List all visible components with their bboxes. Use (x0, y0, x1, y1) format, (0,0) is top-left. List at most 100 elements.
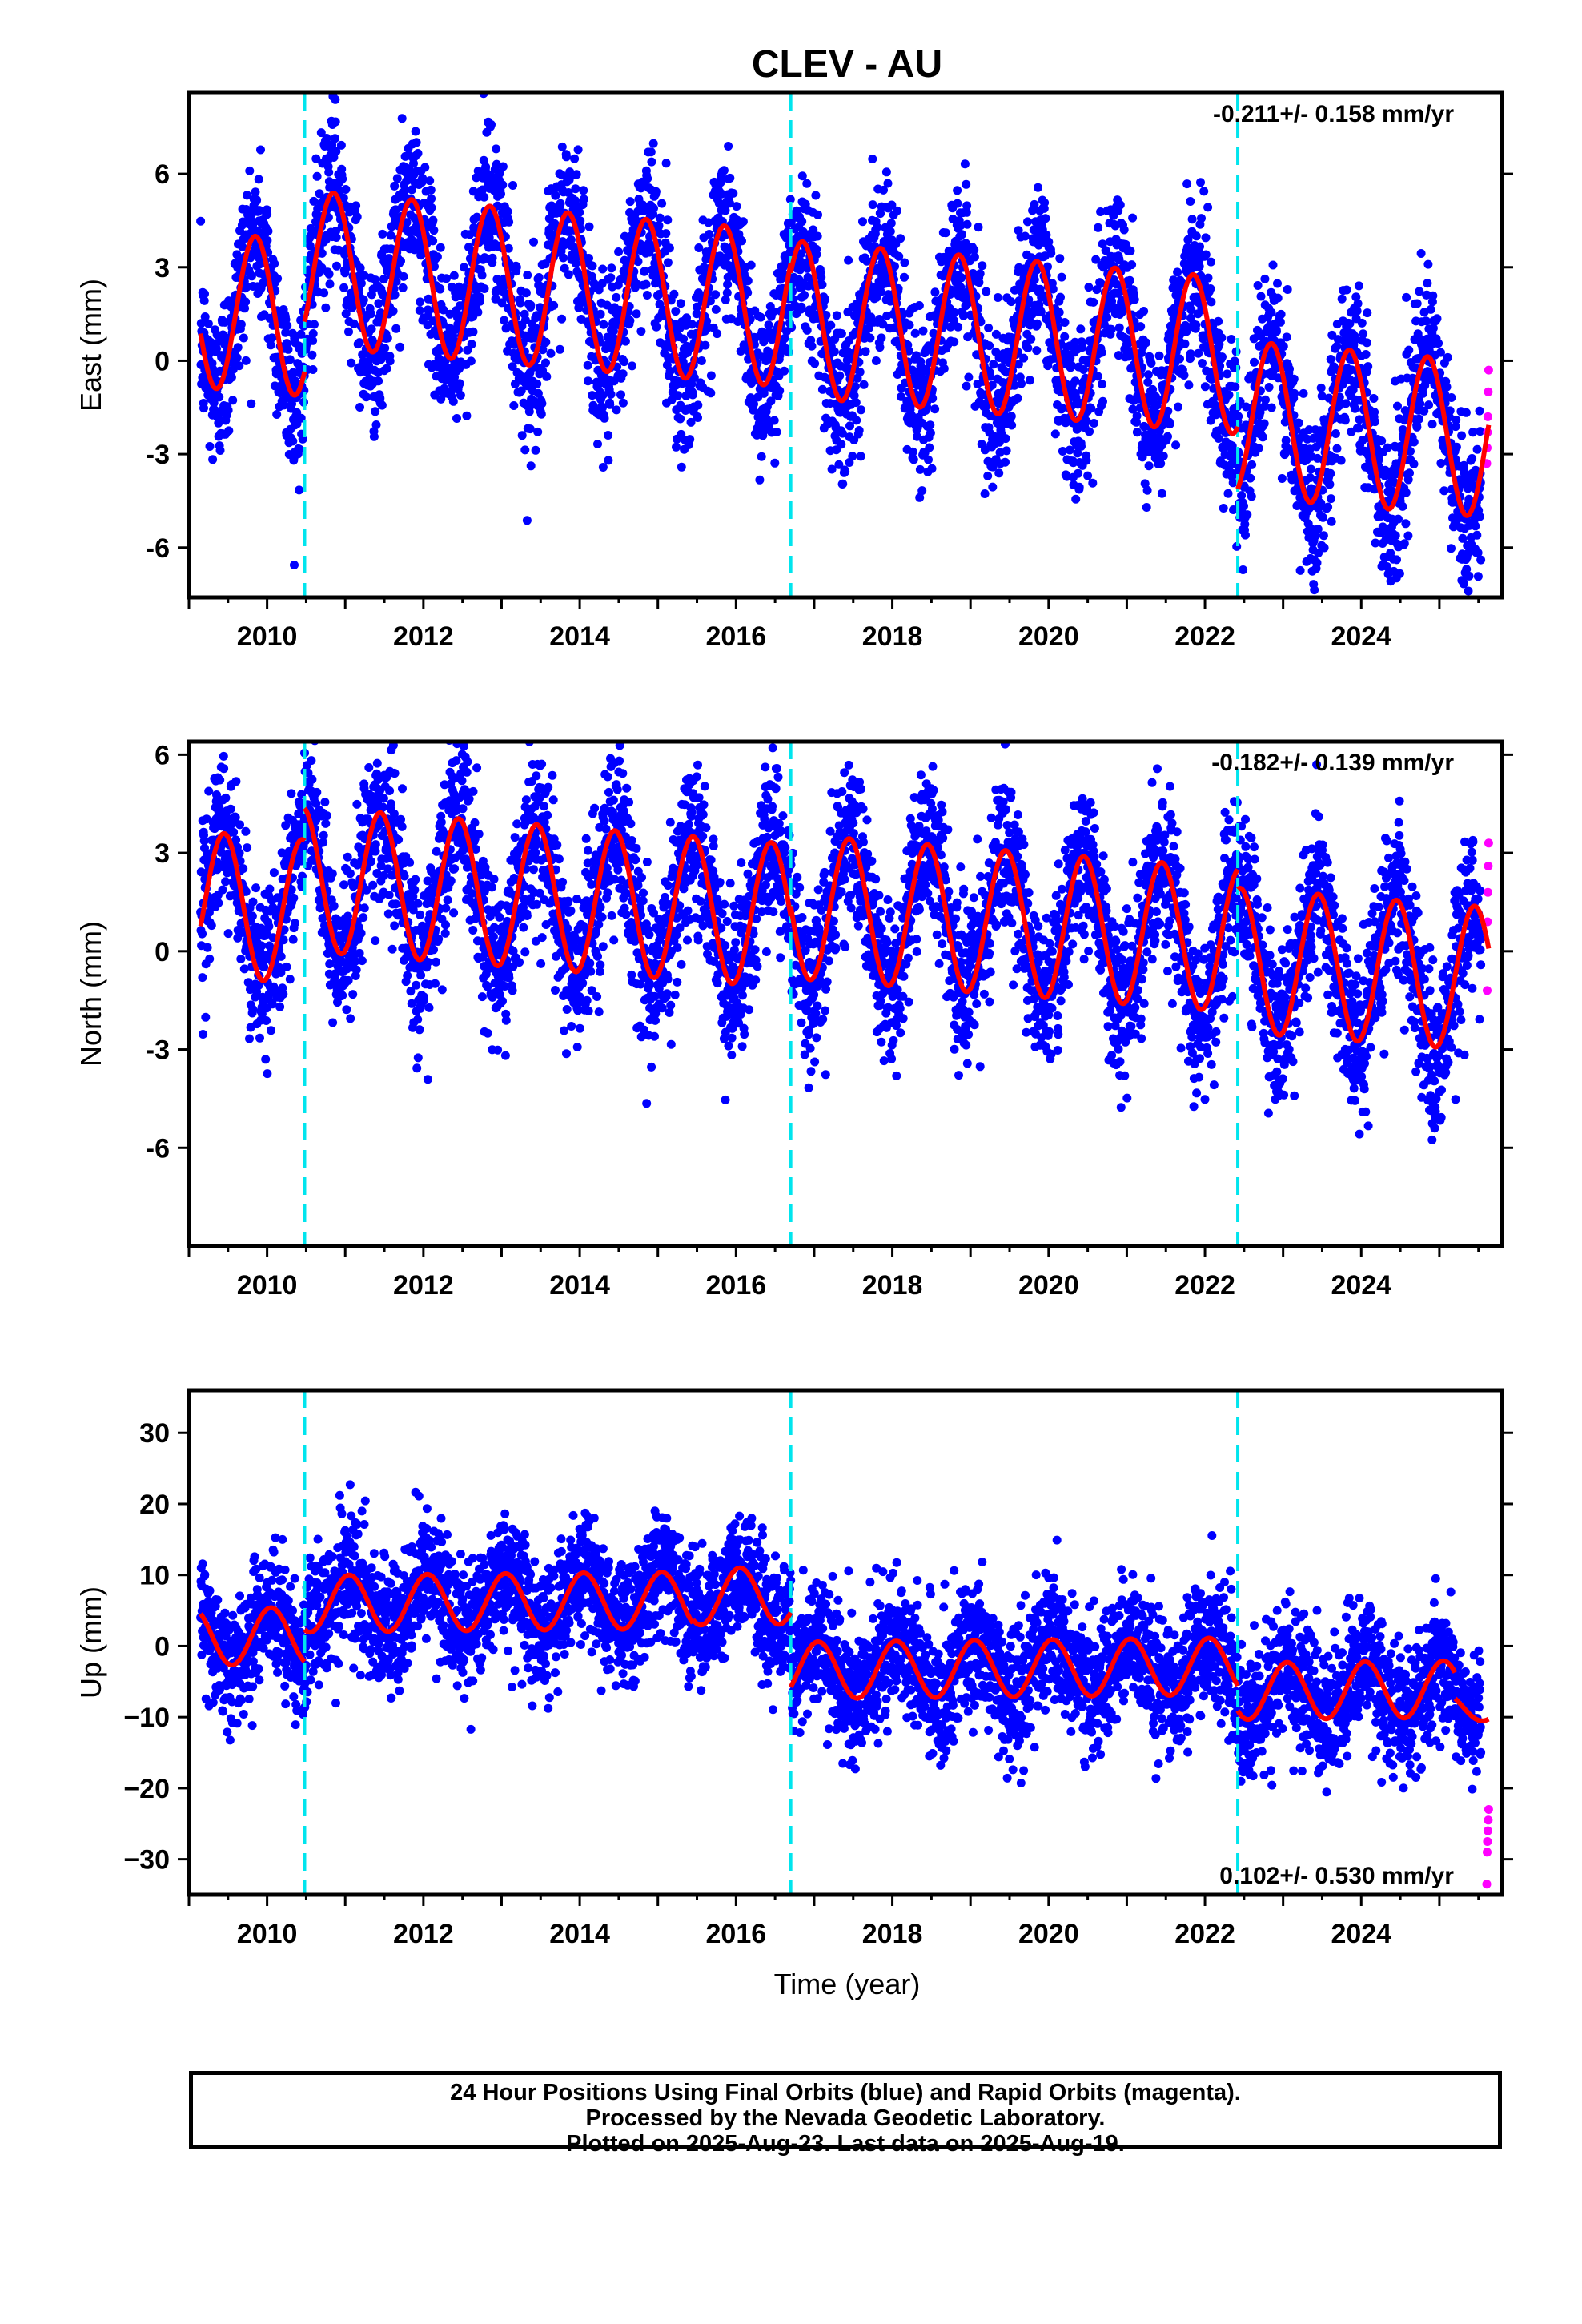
east-data-point (769, 416, 779, 425)
east-data-point (430, 262, 439, 271)
east-data-point (633, 257, 643, 267)
east-data-point (746, 260, 756, 270)
east-data-point (1088, 478, 1098, 488)
north-final-orbit-points (196, 742, 1493, 1144)
east-data-point (939, 364, 949, 373)
east-data-point (212, 344, 221, 353)
east-data-point (667, 395, 677, 404)
east-x-tick-label: 2024 (1331, 621, 1391, 652)
east-data-point (1357, 318, 1367, 328)
east-data-point (254, 175, 263, 184)
east-data-point (362, 392, 371, 402)
east-data-point (1272, 327, 1281, 336)
east-data-point (663, 258, 673, 267)
east-y-tick-label: -3 (146, 440, 170, 470)
east-data-point (1026, 334, 1036, 344)
east-data-point (797, 171, 807, 181)
east-data-point (677, 462, 686, 472)
east-data-point (396, 256, 405, 266)
east-data-point (273, 274, 283, 283)
east-data-point (374, 376, 383, 386)
east-data-point (331, 94, 340, 104)
east-data-point (1434, 339, 1443, 348)
east-data-point (270, 259, 279, 268)
east-data-point (1316, 383, 1326, 392)
east-data-point (390, 181, 400, 191)
east-data-point (316, 128, 326, 138)
east-data-point (503, 207, 512, 216)
east-data-point (1412, 422, 1422, 432)
east-data-point (1464, 586, 1473, 596)
east-data-point (1143, 370, 1153, 380)
east-data-point (263, 227, 273, 236)
east-data-point (1370, 408, 1379, 417)
east-data-point (287, 399, 296, 408)
east-data-point (416, 297, 425, 307)
east-data-point (1142, 485, 1152, 495)
east-data-point (649, 203, 658, 213)
east-data-point (556, 199, 565, 208)
east-data-point (669, 289, 679, 299)
east-y-tick-label: -6 (146, 533, 170, 564)
east-data-point (290, 561, 299, 569)
east-data-point (1307, 464, 1315, 474)
east-data-point (837, 440, 846, 449)
east-data-point (1418, 388, 1427, 398)
east-data-point (732, 202, 741, 211)
east-data-point (673, 391, 683, 400)
east-data-point (428, 215, 438, 225)
east-rapid-orbit-point (1484, 365, 1493, 375)
east-data-point (856, 452, 865, 461)
east-data-point (1363, 308, 1372, 318)
east-data-point (285, 355, 295, 364)
east-data-point (208, 455, 218, 464)
east-data-point (851, 398, 861, 408)
east-data-point (397, 114, 407, 123)
east-data-point (341, 309, 351, 319)
east-data-point (648, 139, 658, 148)
east-data-point (1447, 393, 1456, 402)
east-data-point (1114, 323, 1124, 332)
east-data-point (661, 159, 671, 168)
east-data-point (1227, 335, 1236, 344)
east-data-point (1001, 457, 1010, 467)
east-data-point (1363, 362, 1373, 372)
east-data-point (1354, 424, 1363, 433)
east-data-point (308, 336, 318, 345)
east-data-point (1285, 364, 1294, 374)
east-data-point (1359, 329, 1368, 339)
east-data-point (1214, 434, 1223, 443)
east-data-point (1006, 297, 1016, 307)
east-data-point (331, 233, 341, 242)
east-data-point (1034, 183, 1042, 192)
east-data-point (960, 159, 970, 169)
east-data-point (1017, 379, 1026, 388)
east-data-point (628, 361, 636, 371)
east-data-point (476, 296, 484, 306)
east-data-point (802, 325, 812, 335)
east-data-point (331, 147, 341, 156)
east-data-point (1115, 200, 1125, 210)
east-data-point (642, 291, 652, 300)
east-data-point (252, 226, 262, 235)
east-data-point (344, 327, 353, 336)
east-data-point (915, 464, 925, 474)
east-data-point (283, 321, 292, 331)
east-data-point (339, 283, 349, 292)
east-y-tick-label: 3 (155, 253, 170, 283)
east-data-point (398, 283, 408, 292)
chart-title: CLEV - AU (752, 43, 942, 86)
east-data-point (279, 400, 289, 410)
east-data-point (1468, 454, 1477, 463)
east-data-point (1353, 299, 1363, 308)
east-data-point (1234, 412, 1243, 421)
east-data-point (579, 195, 588, 204)
east-data-point (200, 289, 209, 299)
east-data-point (1057, 272, 1066, 282)
east-data-point (775, 386, 785, 396)
east-data-point (420, 163, 430, 172)
east-data-point (1250, 357, 1259, 367)
east-data-point (982, 287, 991, 296)
east-data-point (531, 445, 540, 455)
